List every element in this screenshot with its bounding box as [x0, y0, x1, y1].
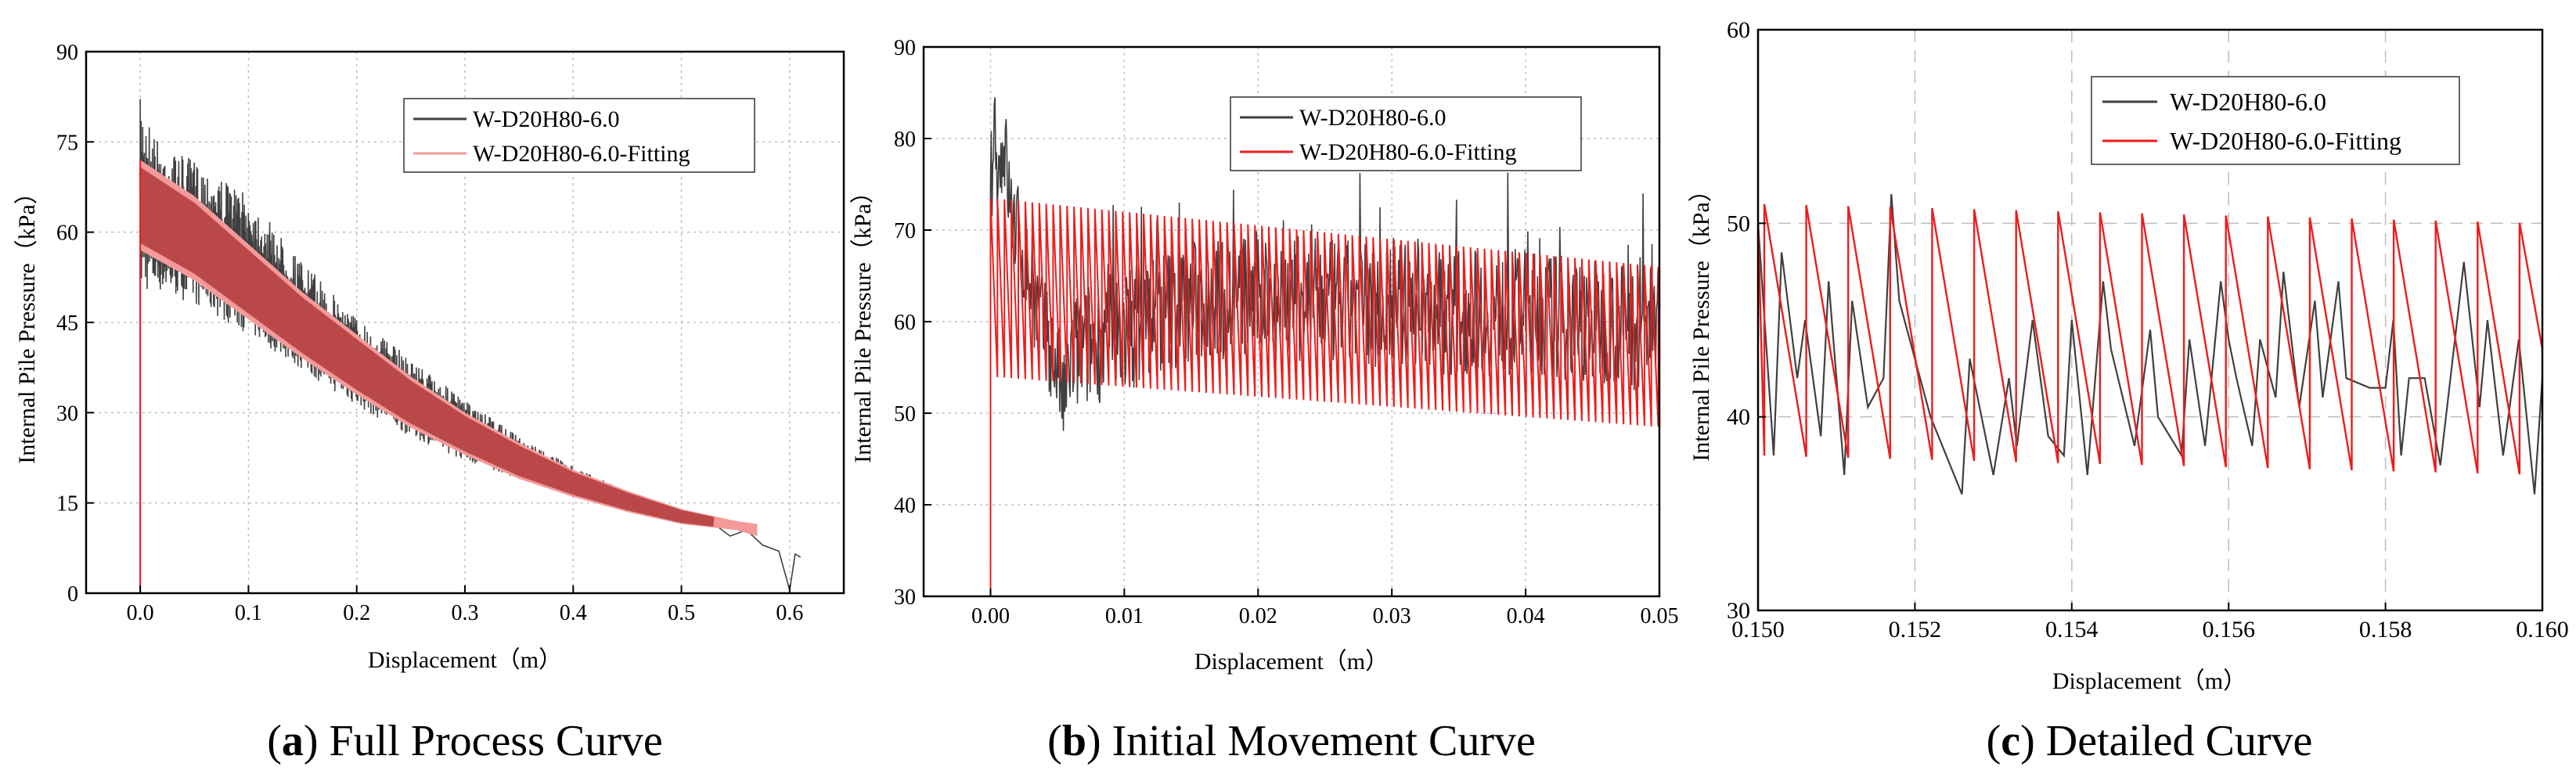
panel-b-caption-open-paren: (: [1047, 717, 1062, 765]
panel-b-plot-area: [989, 97, 1659, 596]
panel-c-caption-text: ) Detailed Curve: [2020, 717, 2312, 765]
panel-c-y-tick-label: 50: [1727, 211, 1750, 236]
panel-c-legend: W-D20H80-6.0 W-D20H80-6.0-Fitting: [2091, 76, 2460, 165]
panel-a-y-tick-label: 60: [56, 221, 78, 246]
panel-c-ticks: 0.150 0.152 0.154 0.156 0.158 0.160 30 40 50 60: [1727, 17, 2569, 642]
panel-a-y-tick-label: 90: [56, 41, 78, 65]
panel-a-x-tick-label: 0.0: [127, 601, 154, 625]
panel-a-legend-label-measured: W-D20H80-6.0: [473, 106, 619, 132]
panel-a: 0.0 0.1 0.2 0.3 0.4 0.5 0.6 0 15 30 45 60 75 90 Displ…: [14, 41, 845, 765]
panel-a-ticks: 0.0 0.1 0.2 0.3 0.4 0.5 0.6 0 15 30 45 60 75 90: [56, 41, 803, 625]
panel-b-fitting-line: [989, 198, 1659, 596]
panel-a-caption-text: ) Full Process Curve: [304, 717, 663, 765]
panel-c-y-tick-label: 40: [1727, 405, 1750, 430]
panel-c-measured-line: [1758, 194, 2542, 495]
panel-c-legend-label-fitting: W-D20H80-6.0-Fitting: [2170, 127, 2401, 155]
panel-b-y-tick-label: 90: [894, 36, 916, 60]
panel-c-x-tick-label: 0.158: [2359, 617, 2412, 642]
panel-b-x-tick-label: 0.01: [1105, 604, 1144, 628]
panel-c-legend-box: [2091, 76, 2460, 165]
panel-a-y-axis-label: Internal Pile Pressure（kPa）: [14, 181, 40, 464]
panel-b-y-tick-label: 80: [894, 128, 916, 152]
panel-b-x-tick-label: 0.03: [1373, 604, 1411, 628]
panel-c-y-tick-label: 30: [1727, 598, 1750, 624]
panel-a-caption-letter: a: [282, 717, 304, 765]
panel-c-y-tick-label: 60: [1727, 17, 1750, 43]
panel-a-x-axis-label: Displacement（m）: [368, 647, 562, 673]
panel-b-legend-box: [1230, 96, 1582, 171]
panel-c-x-tick-label: 0.154: [2045, 617, 2099, 642]
panel-a-x-tick-label: 0.6: [776, 601, 803, 625]
panel-b-ticks: 0.00 0.01 0.02 0.03 0.04 0.05 30 40 50 60 70 80 90: [894, 36, 1679, 628]
panel-b-x-tick-label: 0.05: [1641, 604, 1679, 628]
panel-b-y-tick-label: 60: [894, 311, 916, 335]
panel-a-legend-box: [403, 98, 755, 173]
panel-c-plot-area: [1758, 194, 2542, 495]
panel-c-x-tick-label: 0.152: [1889, 617, 1942, 642]
panel-c-x-tick-label: 0.150: [1731, 617, 1785, 642]
panel-a-x-tick-label: 0.3: [452, 601, 479, 625]
panel-b-y-tick-label: 30: [894, 585, 916, 610]
panel-b-y-tick-label: 70: [894, 219, 916, 243]
panel-b-x-tick-label: 0.04: [1507, 604, 1545, 628]
panel-b-legend-label-measured: W-D20H80-6.0: [1299, 105, 1446, 131]
panel-c-caption: (c) Detailed Curve: [1987, 717, 2313, 765]
panel-a-caption: (a) Full Process Curve: [267, 717, 663, 765]
panel-c-x-tick-label: 0.160: [2516, 617, 2569, 642]
panel-a-y-tick-label: 45: [56, 311, 78, 336]
panel-a-x-tick-label: 0.1: [235, 601, 262, 625]
panel-c-caption-letter: c: [2001, 717, 2020, 765]
panel-a-y-tick-label: 15: [56, 492, 78, 516]
panel-b-y-tick-label: 50: [894, 402, 916, 426]
panel-b-y-axis-label: Internal Pile Pressure（kPa）: [850, 180, 876, 463]
panel-b-legend: W-D20H80-6.0 W-D20H80-6.0-Fitting: [1230, 96, 1582, 171]
panel-c-x-tick-label: 0.156: [2202, 617, 2255, 642]
panel-a-x-tick-label: 0.5: [668, 601, 695, 625]
panel-c-fitting-line: [1758, 203, 2542, 475]
panel-a-fitting-band: [140, 160, 758, 536]
panel-c-x-axis-label: Displacement（m）: [2052, 668, 2246, 694]
panel-a-y-tick-label: 0: [67, 582, 78, 606]
panel-c: 0.150 0.152 0.154 0.156 0.158 0.160 30 40 50 60 D…: [1688, 17, 2569, 765]
panel-a-caption-open-paren: (: [267, 717, 282, 765]
panel-c-y-axis-label: Internal Pile Pressure（kPa）: [1688, 178, 1714, 462]
panel-b-caption-letter: b: [1062, 717, 1086, 765]
panel-b-x-axis-label: Displacement（m）: [1194, 649, 1389, 675]
panel-c-legend-label-measured: W-D20H80-6.0: [2170, 88, 2326, 116]
panel-c-axes-frame: [1756, 28, 2544, 612]
panel-a-x-tick-label: 0.4: [560, 601, 587, 625]
panel-a-fitting-core: [139, 167, 715, 527]
panel-a-y-tick-label: 75: [56, 131, 78, 155]
panel-b-legend-label-fitting: W-D20H80-6.0-Fitting: [1299, 139, 1517, 165]
panel-a-y-tick-label: 30: [56, 401, 78, 426]
panel-b-x-tick-label: 0.00: [971, 604, 1010, 628]
panel-a-plot-area: [139, 99, 802, 593]
panel-b-x-tick-label: 0.02: [1239, 604, 1277, 628]
panel-a-legend-label-fitting: W-D20H80-6.0-Fitting: [473, 141, 690, 167]
panel-c-caption-open-paren: (: [1987, 717, 2001, 765]
panel-b-y-tick-label: 40: [894, 494, 916, 518]
panel-a-x-tick-label: 0.2: [343, 601, 370, 625]
panel-a-legend: W-D20H80-6.0 W-D20H80-6.0-Fitting: [403, 98, 755, 173]
panel-b-caption: (b) Initial Movement Curve: [1047, 717, 1536, 765]
panel-b: 0.00 0.01 0.02 0.03 0.04 0.05 30 40 50 60 70 80 90 D…: [850, 36, 1679, 765]
panel-b-caption-text: ) Initial Movement Curve: [1086, 717, 1536, 765]
